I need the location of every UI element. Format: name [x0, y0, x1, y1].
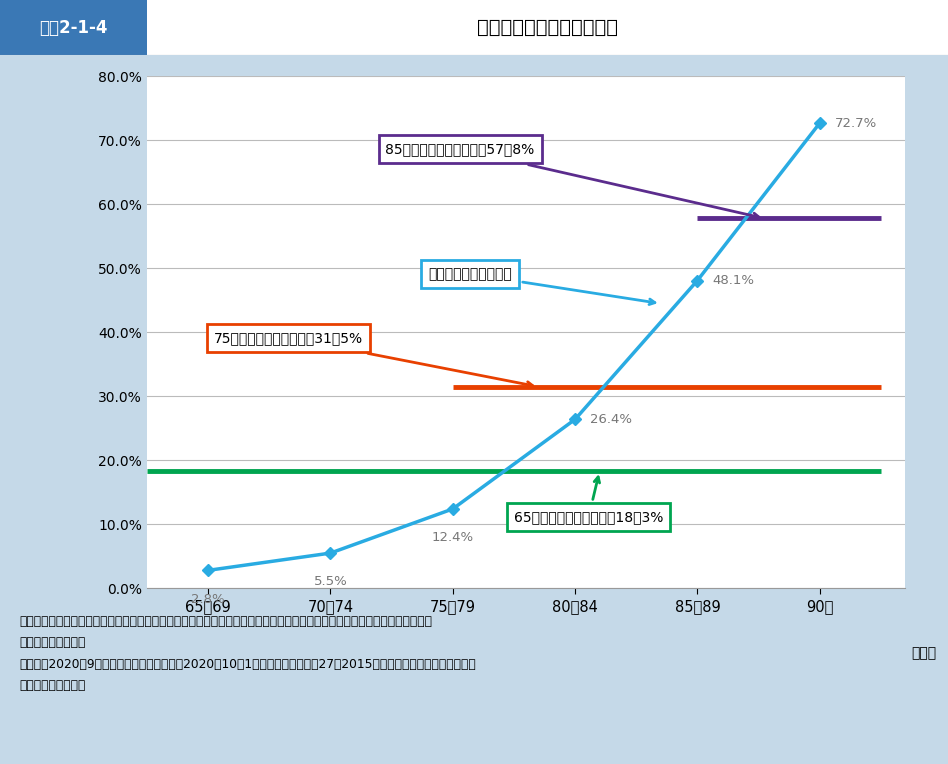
- Text: において作成。: において作成。: [19, 636, 85, 649]
- Text: 5.5%: 5.5%: [314, 575, 347, 588]
- Text: 72.7%: 72.7%: [834, 117, 877, 130]
- Text: 85歳以上全体の認定率：57．8%: 85歳以上全体の認定率：57．8%: [386, 142, 759, 219]
- Text: 75歳以上全体の認定率：31．5%: 75歳以上全体の認定率：31．5%: [214, 331, 533, 387]
- Text: （注）　2020年9月末の要介護認定者数及び2020年10月1日の人口推計（平成27（2015）年国勢調査を基準とする推計: （注） 2020年9月末の要介護認定者数及び2020年10月1日の人口推計（平成…: [19, 658, 476, 671]
- Text: 各年齢階層別の認定率: 各年齢階層別の認定率: [428, 267, 655, 305]
- Text: 26.4%: 26.4%: [590, 413, 631, 426]
- Text: 48.1%: 48.1%: [712, 274, 754, 287]
- Text: 図表2-1-4: 図表2-1-4: [39, 18, 108, 37]
- Text: 65歳以上全体の認定率：18．3%: 65歳以上全体の認定率：18．3%: [514, 477, 664, 524]
- Text: 12.4%: 12.4%: [431, 531, 474, 544]
- FancyBboxPatch shape: [147, 0, 948, 55]
- Text: 2.8%: 2.8%: [191, 593, 225, 606]
- Text: 資料：厚生労働省老健局介護保険計画課「介護保険事業状況報告」、総務省統計局「人口推計」より厚生労働省老健局総務課: 資料：厚生労働省老健局介護保険計画課「介護保険事業状況報告」、総務省統計局「人口…: [19, 615, 432, 628]
- Text: 年齢階級別の要介護認定率: 年齢階級別の要介護認定率: [477, 18, 618, 37]
- FancyBboxPatch shape: [0, 0, 147, 55]
- Text: 値）から作成。: 値）から作成。: [19, 679, 85, 692]
- Text: （歳）: （歳）: [911, 646, 937, 660]
